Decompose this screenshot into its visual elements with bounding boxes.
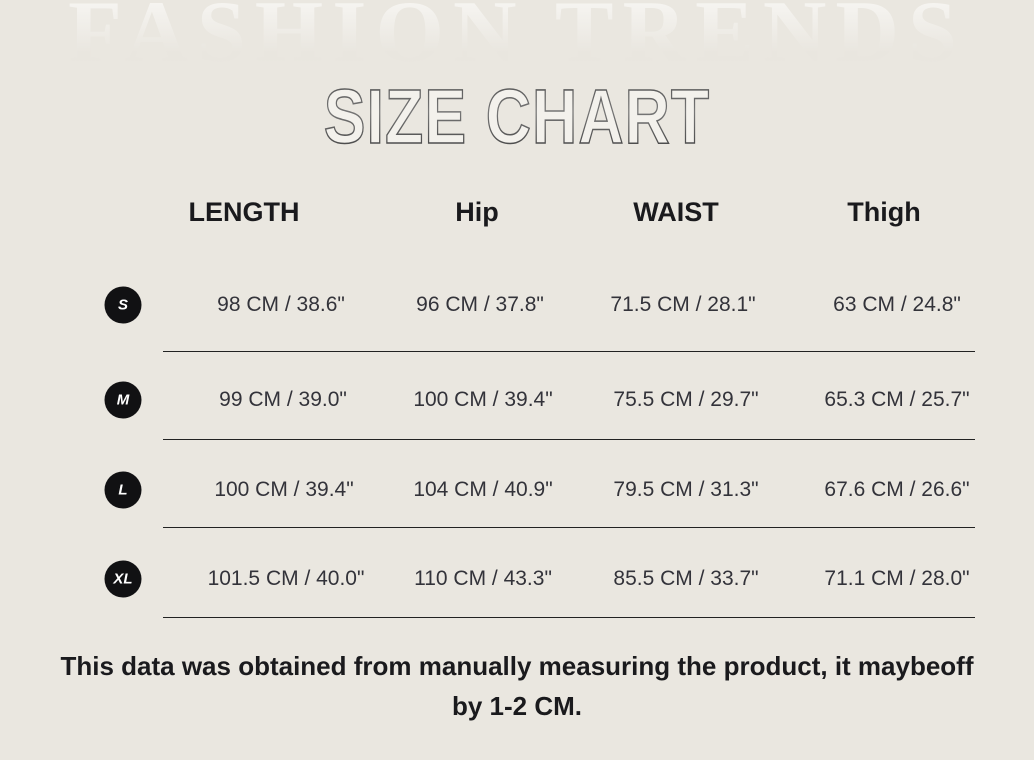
svg-text:SIZE CHART: SIZE CHART [324,73,711,160]
